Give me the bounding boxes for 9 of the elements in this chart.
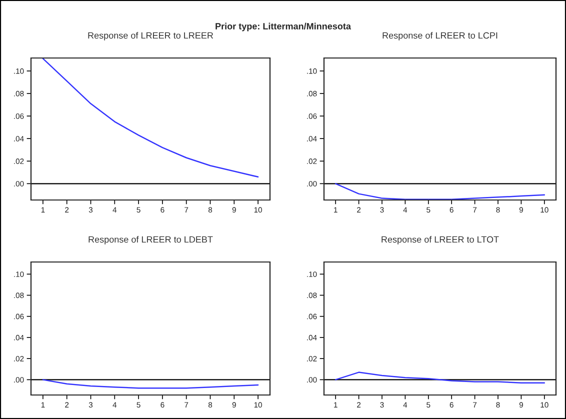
line-series (42, 379, 259, 389)
chart-title: Response of LREER to LREER (88, 32, 214, 40)
line-series (334, 372, 546, 384)
chart-title: Response of LREER to LDEBT (88, 236, 213, 244)
chart-title: Response of LREER to LTOT (382, 236, 499, 244)
chart-title: Response of LREER to LCPI (382, 32, 498, 40)
text: Prior type: Litterman/Minnesota (216, 22, 352, 32)
line-series (334, 183, 546, 200)
line-series (42, 58, 259, 178)
